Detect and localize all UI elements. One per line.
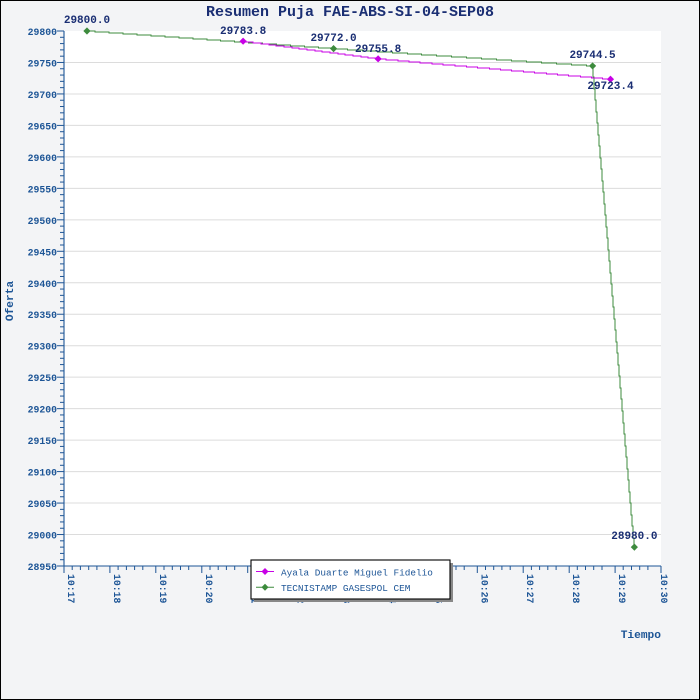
svg-text:29100: 29100 <box>28 468 58 479</box>
svg-text:Oferta: Oferta <box>5 281 17 322</box>
svg-text:10:20: 10:20 <box>203 574 214 604</box>
svg-text:29400: 29400 <box>28 279 58 290</box>
svg-text:29800: 29800 <box>28 27 58 38</box>
svg-text:29050: 29050 <box>28 499 58 510</box>
svg-text:28950: 28950 <box>28 562 58 573</box>
svg-text:29772.0: 29772.0 <box>310 33 356 45</box>
svg-text:TECNISTAMP GASESPOL CEM: TECNISTAMP GASESPOL CEM <box>281 583 411 594</box>
svg-text:29750: 29750 <box>28 59 58 70</box>
svg-text:29450: 29450 <box>28 247 58 258</box>
svg-text:10:26: 10:26 <box>478 574 489 604</box>
svg-text:10:29: 10:29 <box>616 574 627 604</box>
svg-text:29300: 29300 <box>28 342 58 353</box>
svg-text:29500: 29500 <box>28 216 58 227</box>
svg-text:29200: 29200 <box>28 405 58 416</box>
svg-text:29650: 29650 <box>28 121 58 132</box>
svg-text:29755.8: 29755.8 <box>355 44 402 56</box>
svg-text:Resumen Puja FAE-ABS-SI-04-SEP: Resumen Puja FAE-ABS-SI-04-SEP08 <box>206 4 494 21</box>
svg-text:29700: 29700 <box>28 90 58 101</box>
svg-text:10:28: 10:28 <box>570 574 581 604</box>
svg-text:Tiempo: Tiempo <box>621 630 662 642</box>
svg-text:29800.0: 29800.0 <box>64 15 110 27</box>
svg-text:29600: 29600 <box>28 153 58 164</box>
svg-text:10:17: 10:17 <box>65 574 76 604</box>
svg-text:29350: 29350 <box>28 310 58 321</box>
svg-text:29783.8: 29783.8 <box>220 26 267 38</box>
svg-text:10:19: 10:19 <box>157 574 168 604</box>
svg-text:29000: 29000 <box>28 531 58 542</box>
svg-text:10:30: 10:30 <box>658 574 669 604</box>
svg-text:Ayala Duarte Miguel Fidelio: Ayala Duarte Miguel Fidelio <box>281 568 433 579</box>
svg-text:29723.4: 29723.4 <box>587 81 634 93</box>
svg-text:29250: 29250 <box>28 373 58 384</box>
svg-text:29150: 29150 <box>28 436 58 447</box>
svg-text:29744.5: 29744.5 <box>569 50 616 62</box>
svg-text:28980.0: 28980.0 <box>611 531 657 543</box>
svg-text:29550: 29550 <box>28 184 58 195</box>
svg-text:10:18: 10:18 <box>111 574 122 604</box>
svg-text:10:27: 10:27 <box>524 574 535 604</box>
